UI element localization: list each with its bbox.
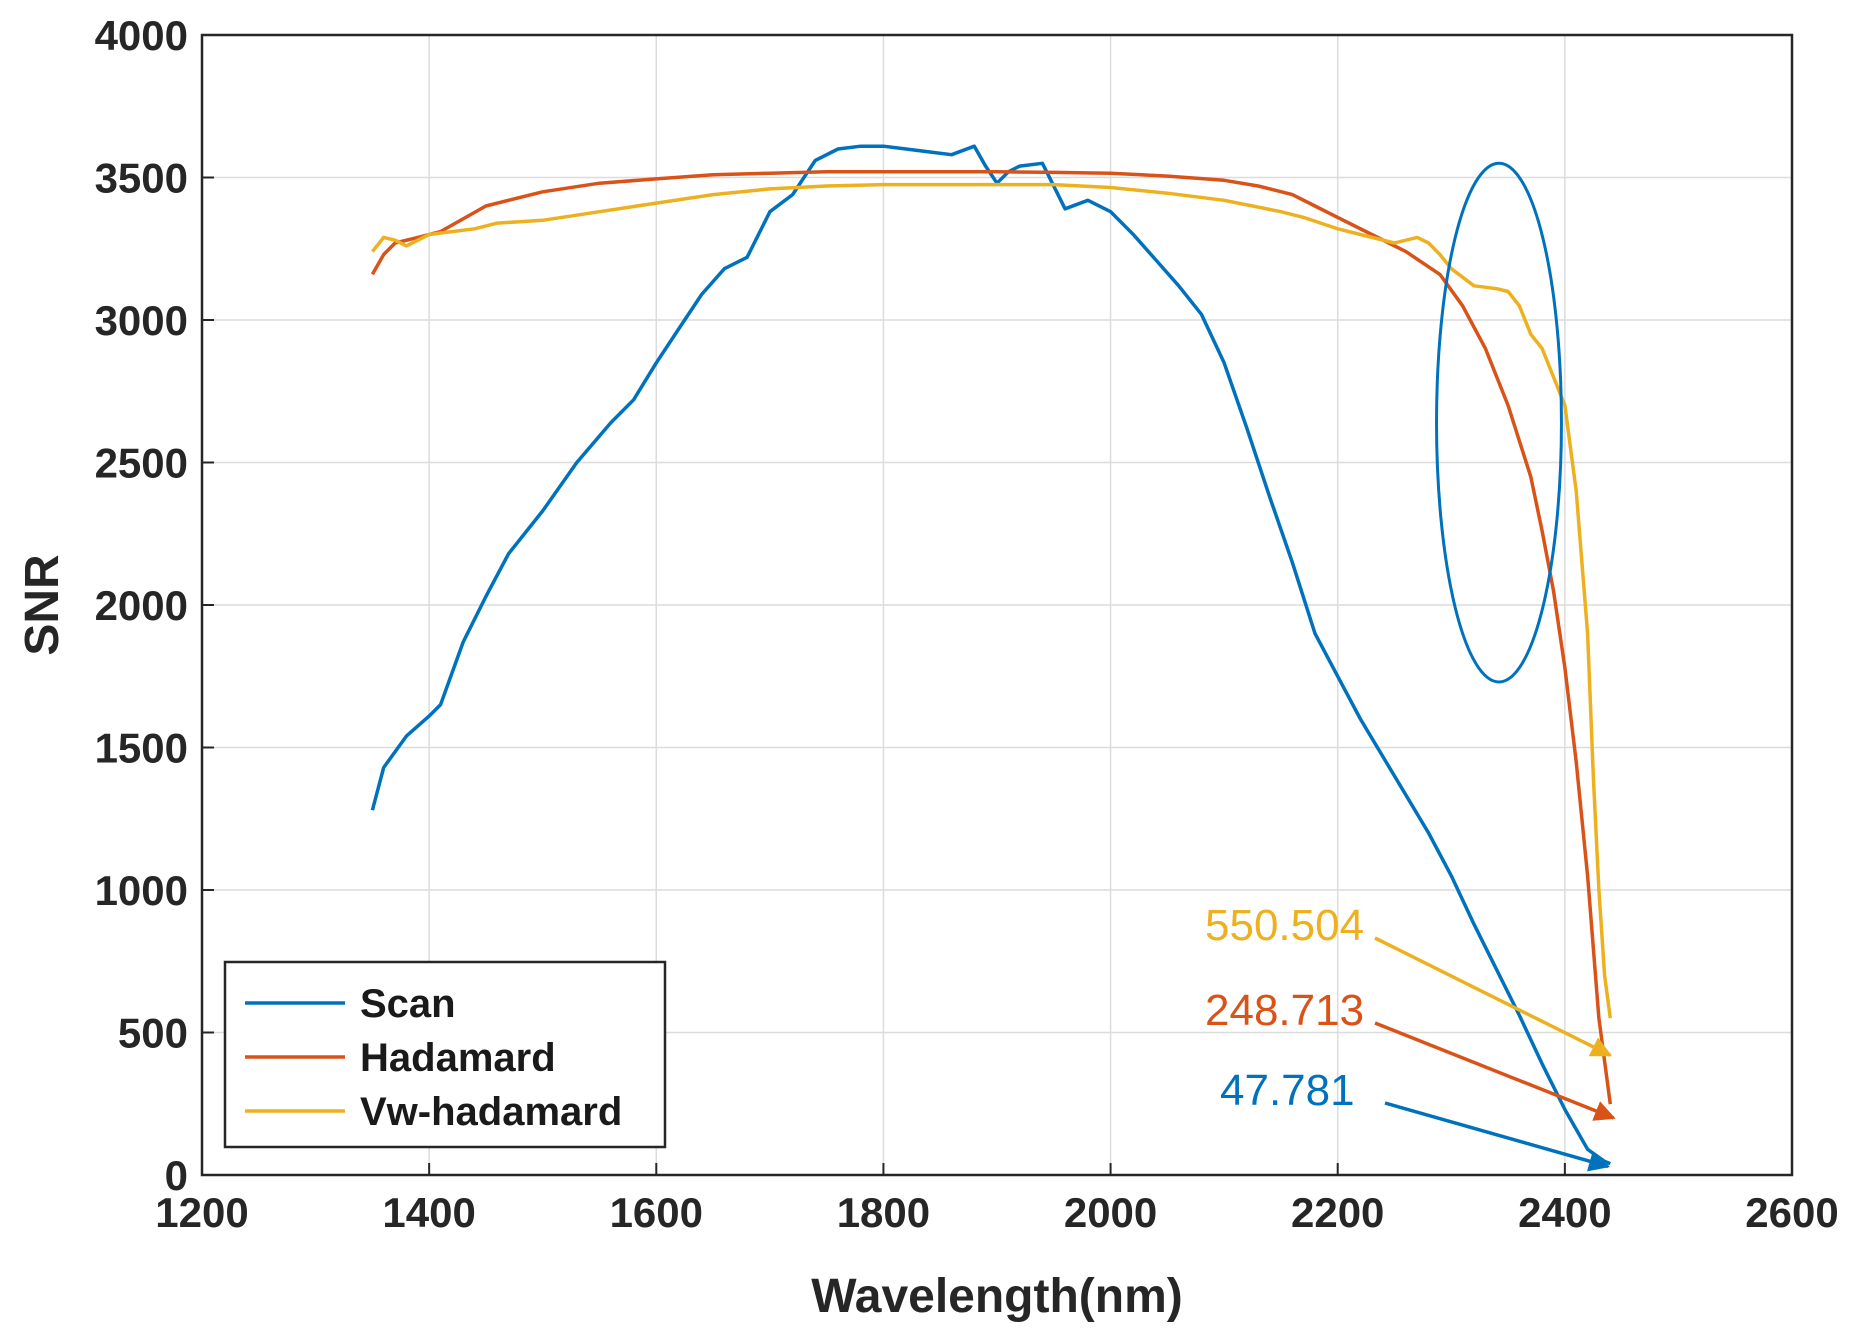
x-tick-label: 1800 [837,1189,930,1236]
y-tick-label: 0 [165,1152,188,1199]
legend-label-scan: Scan [360,982,456,1026]
x-tick-label: 2000 [1064,1189,1157,1236]
series-lines [370,144,1613,1166]
x-tick-label: 2200 [1291,1189,1384,1236]
y-tick-label: 3500 [95,155,188,202]
y-tick-label: 2000 [95,582,188,629]
annotation-arrow [1374,936,1613,1057]
y-tick-label: 1500 [95,725,188,772]
legend-label-vw-hadamard: Vw-hadamard [360,1090,622,1134]
annotation-label: 248.713 [1205,986,1364,1035]
annotation-label: 550.504 [1205,901,1364,950]
y-axis-ticks: 0 500 1000 1500 2000 2500 3000 3500 4000 [95,12,214,1199]
y-tick-label: 1000 [95,867,188,914]
annotation-label: 47.781 [1220,1066,1355,1115]
x-tick-label: 1400 [382,1189,475,1236]
legend-box [223,960,667,1149]
y-axis-label: SNR [16,554,69,655]
y-tick-label: 4000 [95,12,188,59]
x-axis-ticks: 1200 1400 1600 1800 2000 2200 2400 2600 [155,1163,1839,1236]
series-line-hadamard [370,170,1613,1105]
series-line-vw-hadamard [371,182,1613,1019]
y-tick-label: 500 [118,1010,188,1057]
annotation-arrow [1384,1101,1611,1172]
x-tick-label: 1600 [610,1189,703,1236]
y-tick-label: 3000 [95,297,188,344]
legend-label-hadamard: Hadamard [360,1036,556,1080]
x-tick-label: 2600 [1745,1189,1838,1236]
highlight-ellipse [1435,161,1563,684]
x-tick-label: 2400 [1518,1189,1611,1236]
legend: Scan Hadamard Vw-hadamard [223,960,667,1149]
value-annotations: 550.504 248.713 47.781 [1205,901,1616,1172]
x-axis-label: Wavelength(nm) [811,1270,1183,1323]
x-tick-label: 1200 [155,1189,248,1236]
y-tick-label: 2500 [95,440,188,487]
annotation-arrow [1374,1021,1616,1121]
